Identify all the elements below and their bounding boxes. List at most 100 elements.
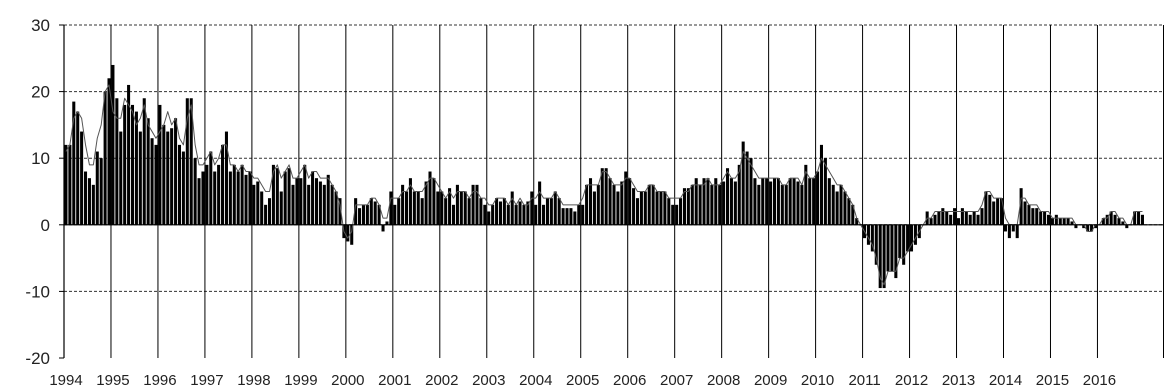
bar	[600, 168, 604, 225]
bar	[221, 144, 225, 225]
bar	[816, 171, 820, 225]
bar	[553, 191, 557, 225]
bar	[146, 118, 150, 225]
bar	[819, 144, 823, 225]
bar	[592, 191, 596, 225]
bar	[174, 118, 178, 225]
x-tick-label: 1995	[96, 372, 129, 389]
bar	[679, 198, 683, 225]
bar	[956, 218, 961, 225]
bar	[792, 178, 796, 225]
bar	[714, 178, 718, 225]
bar	[91, 184, 95, 225]
bar	[960, 208, 964, 225]
x-tick-label: 2013	[942, 372, 975, 389]
x-tick-label: 1994	[49, 372, 82, 389]
y-tick-label: 20	[31, 83, 50, 102]
bar	[588, 178, 593, 225]
bar	[303, 164, 307, 225]
bar	[389, 191, 393, 225]
bar	[252, 184, 256, 225]
bar	[913, 224, 917, 245]
bar	[1031, 208, 1035, 225]
bar	[1007, 224, 1011, 239]
bar	[1058, 218, 1062, 225]
bar	[929, 218, 933, 225]
x-tick-label: 2010	[801, 372, 834, 389]
bar	[354, 198, 358, 225]
bar	[68, 144, 72, 225]
bar	[733, 181, 737, 225]
bar	[377, 204, 381, 225]
bar	[1074, 224, 1078, 229]
bar	[279, 191, 283, 225]
bar	[287, 168, 291, 225]
bar	[878, 224, 882, 289]
bar	[565, 208, 569, 225]
bar	[686, 188, 690, 225]
bar	[831, 184, 835, 225]
bar	[573, 211, 577, 225]
x-tick-label: 2014	[989, 372, 1022, 389]
bar	[643, 191, 647, 225]
bar	[898, 224, 902, 259]
bar	[870, 224, 874, 252]
bar	[510, 191, 514, 225]
line-series	[65, 84, 1143, 286]
bar	[909, 224, 914, 252]
bar	[976, 214, 980, 225]
bar	[84, 171, 88, 225]
bar	[475, 184, 479, 225]
bar	[170, 128, 174, 225]
bar	[72, 101, 76, 225]
bar	[722, 181, 726, 225]
bar	[471, 184, 475, 225]
bar	[776, 178, 780, 225]
bar	[197, 178, 201, 225]
bar	[142, 98, 146, 225]
bar	[134, 111, 138, 225]
bar	[365, 204, 369, 225]
bar	[314, 178, 319, 225]
bar	[585, 184, 589, 225]
bar	[937, 211, 941, 225]
bar	[115, 98, 119, 225]
bar	[749, 158, 753, 225]
bar	[984, 191, 988, 225]
bar	[698, 184, 702, 225]
bar	[1121, 221, 1125, 225]
bar	[1050, 218, 1054, 225]
bar	[577, 204, 581, 225]
bar	[710, 184, 714, 225]
x-tick-label: 1998	[237, 372, 270, 389]
bar	[189, 98, 193, 225]
bar	[964, 211, 968, 225]
bar	[996, 198, 1000, 225]
bar	[894, 224, 898, 279]
bar	[185, 98, 189, 225]
bar	[334, 191, 338, 225]
bar	[538, 181, 542, 225]
bar	[181, 151, 185, 225]
bar	[542, 204, 546, 225]
bar	[318, 181, 322, 225]
bar	[385, 221, 389, 225]
bar	[213, 171, 217, 225]
bar	[1027, 204, 1031, 225]
series-line	[65, 84, 1143, 286]
bar	[772, 178, 777, 225]
x-tick-label: 2008	[707, 372, 740, 389]
bar	[103, 91, 107, 225]
bar	[444, 198, 448, 225]
bar	[326, 174, 330, 225]
bar	[177, 144, 181, 225]
bar	[451, 204, 456, 225]
bar	[980, 208, 984, 225]
bar	[718, 184, 722, 225]
bar	[264, 204, 268, 225]
bar	[506, 204, 510, 225]
bar	[1105, 214, 1109, 225]
bar	[127, 84, 131, 225]
bar	[886, 224, 890, 272]
